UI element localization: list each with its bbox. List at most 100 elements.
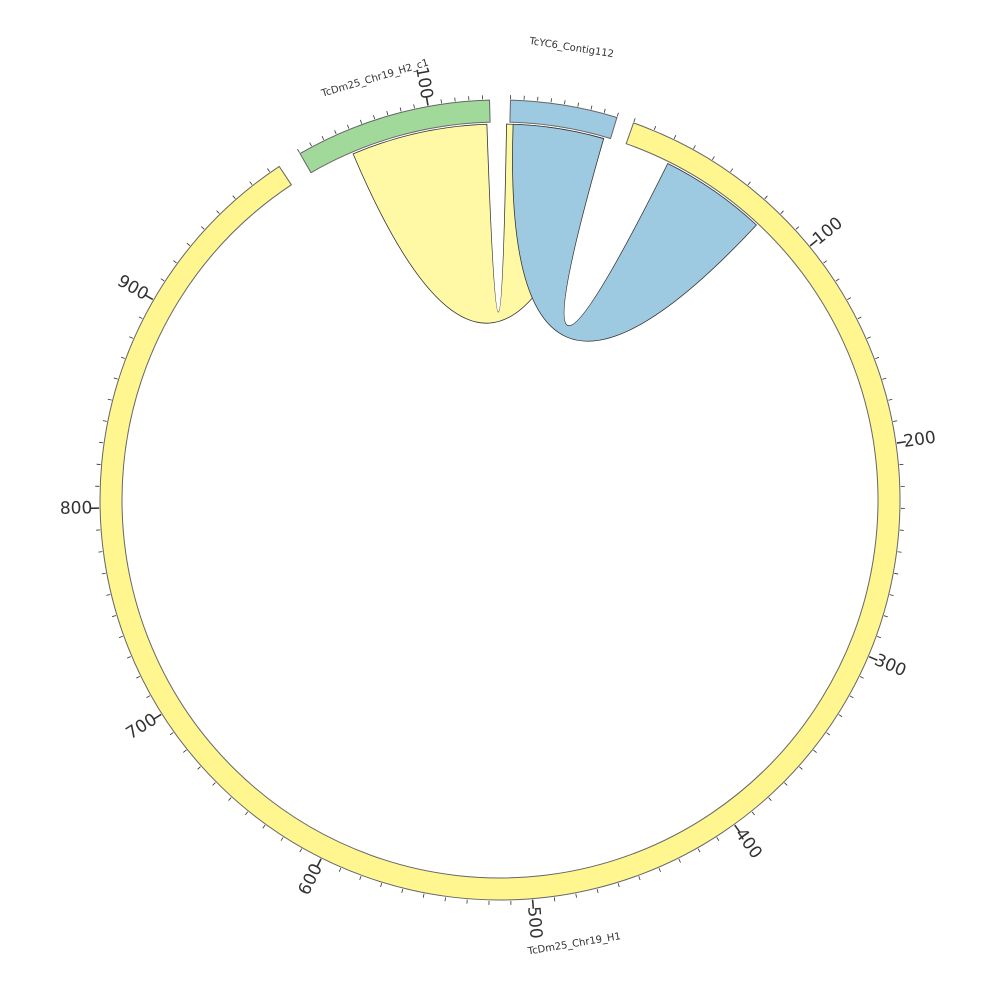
minor-tick bbox=[113, 377, 118, 380]
tick-label: 600 bbox=[295, 860, 327, 898]
minor-tick bbox=[107, 398, 112, 401]
minor-tick bbox=[401, 888, 404, 893]
minor-tick bbox=[823, 260, 827, 264]
segment-tcdm25-chr19-h1 bbox=[99, 122, 901, 901]
minor-tick bbox=[866, 336, 871, 339]
minor-tick bbox=[146, 695, 151, 698]
minor-tick bbox=[897, 551, 902, 553]
minor-tick bbox=[216, 210, 220, 214]
major-tick bbox=[531, 899, 535, 909]
minor-tick bbox=[138, 316, 143, 319]
minor-tick bbox=[262, 824, 266, 829]
minor-tick bbox=[399, 107, 402, 112]
minor-tick bbox=[136, 676, 141, 679]
major-tick bbox=[425, 96, 429, 106]
minor-tick bbox=[730, 168, 734, 173]
major-tick bbox=[868, 655, 878, 661]
minor-tick bbox=[249, 181, 253, 186]
minor-tick bbox=[768, 797, 772, 801]
minor-tick bbox=[359, 876, 362, 881]
major-tick bbox=[153, 713, 162, 720]
minor-tick bbox=[169, 732, 174, 736]
minor-tick bbox=[106, 594, 111, 596]
minor-tick bbox=[126, 656, 131, 659]
minor-tick bbox=[553, 897, 556, 902]
minor-tick bbox=[893, 420, 898, 422]
minor-tick bbox=[835, 278, 840, 282]
minor-tick bbox=[596, 888, 599, 894]
minor-tick bbox=[359, 119, 363, 124]
minor-tick bbox=[118, 635, 123, 638]
minor-tick bbox=[697, 848, 701, 853]
minor-tick bbox=[212, 782, 216, 786]
minor-tick bbox=[875, 356, 880, 360]
minor-tick bbox=[889, 594, 894, 596]
segment-tcdm25-chr19-h2-c1 bbox=[299, 99, 491, 174]
minor-tick bbox=[173, 260, 177, 264]
minor-tick bbox=[413, 104, 415, 109]
minor-tick bbox=[102, 420, 107, 422]
minor-tick bbox=[849, 695, 854, 699]
minor-tick bbox=[444, 897, 446, 902]
major-tick bbox=[316, 858, 322, 868]
minor-tick bbox=[658, 867, 661, 872]
minor-tick bbox=[711, 156, 715, 161]
minor-tick bbox=[321, 136, 325, 140]
minor-tick bbox=[577, 102, 579, 107]
minor-tick bbox=[297, 149, 300, 153]
minor-tick bbox=[228, 797, 232, 801]
minor-tick bbox=[380, 883, 383, 888]
minor-tick bbox=[780, 210, 784, 214]
minor-tick bbox=[112, 615, 117, 618]
minor-tick bbox=[813, 749, 817, 753]
minor-tick bbox=[673, 134, 677, 139]
minor-tick bbox=[280, 837, 284, 841]
tick-marks bbox=[90, 95, 906, 909]
minor-tick bbox=[616, 112, 619, 117]
tick-label: 100 bbox=[809, 213, 847, 249]
minor-tick bbox=[99, 441, 104, 444]
tick-label: 700 bbox=[123, 710, 161, 744]
segment-label-contig112: TcYC6_Contig112 bbox=[528, 36, 615, 60]
minor-tick bbox=[232, 195, 236, 199]
minor-tick bbox=[98, 551, 103, 553]
tick-label: 800 bbox=[60, 498, 93, 519]
minor-tick bbox=[160, 278, 165, 282]
minor-tick bbox=[764, 195, 768, 200]
minor-tick bbox=[422, 893, 425, 898]
minor-tick bbox=[183, 749, 187, 753]
minor-tick bbox=[373, 115, 376, 120]
minor-tick bbox=[120, 356, 125, 359]
minor-tick bbox=[186, 242, 191, 247]
tick-label: 400 bbox=[731, 825, 766, 863]
tick-label: 500 bbox=[523, 906, 546, 940]
minor-tick bbox=[638, 876, 641, 881]
minor-tick bbox=[876, 636, 881, 639]
minor-tick bbox=[347, 124, 350, 129]
minor-tick bbox=[882, 377, 887, 380]
minor-tick bbox=[678, 858, 681, 863]
minor-tick bbox=[799, 766, 803, 770]
minor-tick bbox=[267, 168, 270, 172]
minor-tick bbox=[590, 105, 593, 110]
minor-tick bbox=[101, 572, 106, 575]
tick-label: 900 bbox=[114, 271, 152, 305]
minor-tick bbox=[564, 100, 566, 105]
minor-tick bbox=[440, 99, 442, 104]
minor-tick bbox=[299, 848, 303, 853]
minor-tick bbox=[244, 811, 249, 816]
minor-tick bbox=[883, 615, 888, 618]
minor-tick bbox=[309, 142, 312, 147]
tick-label: 200 bbox=[902, 428, 937, 452]
minor-tick bbox=[784, 782, 788, 786]
minor-tick bbox=[859, 676, 864, 679]
minor-tick bbox=[716, 837, 720, 841]
tick-label: 100 bbox=[411, 65, 437, 101]
minor-tick bbox=[653, 125, 657, 130]
minor-tick bbox=[894, 572, 899, 575]
major-tick bbox=[809, 239, 818, 247]
minor-tick bbox=[550, 98, 552, 103]
minor-tick bbox=[603, 108, 606, 113]
minor-tick bbox=[693, 145, 696, 149]
